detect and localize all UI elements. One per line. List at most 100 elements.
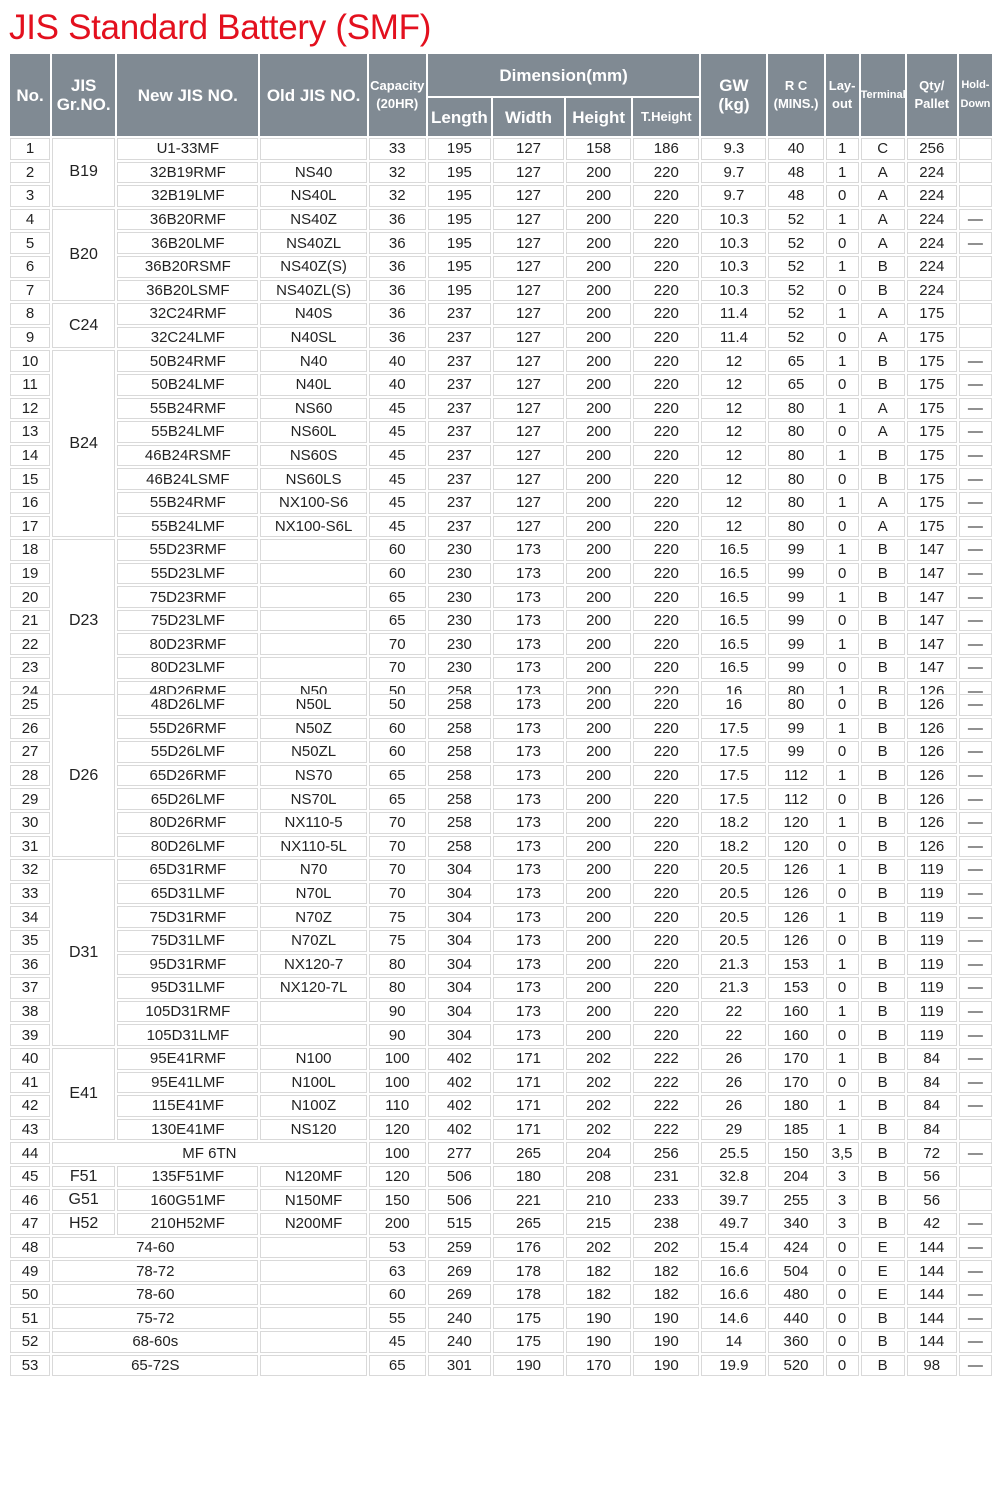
col-old-jis: Old JIS NO. xyxy=(260,54,367,136)
cell-qty: 56 xyxy=(906,1189,957,1212)
cell-terminal: B xyxy=(860,1142,905,1164)
cell-rc: 52 xyxy=(768,303,824,325)
cell-width: 171 xyxy=(492,1071,565,1094)
cell-height: 190 xyxy=(566,1331,632,1353)
cell-qty: 147 xyxy=(906,657,957,679)
cell-gw: 12 xyxy=(701,421,767,443)
table-row: 35 75D31LMF N70ZL 75 304 173 200 220 20.5 126 0 B 11… xyxy=(10,929,992,952)
cell-layout: 1 xyxy=(825,1000,859,1023)
cell-capacity: 60 xyxy=(368,539,426,561)
cell-height: 202 xyxy=(566,1095,632,1117)
cell-new-jis: 130E41MF xyxy=(117,1118,259,1141)
cell-new-jis: 55D23RMF xyxy=(117,539,259,561)
table-row: 44 MF 6TN 100 277 265 204 256 25.5 150 3,5 B 72— xyxy=(10,1142,992,1164)
cell-height: 200 xyxy=(566,397,632,420)
cell-height: 200 xyxy=(566,764,632,787)
cell-layout: 0 xyxy=(825,1331,859,1353)
cell-gw: 26 xyxy=(701,1095,767,1117)
cell-gw: 16.5 xyxy=(701,539,767,561)
cell-qty: 119 xyxy=(906,977,957,999)
cell-height: 200 xyxy=(566,657,632,679)
cell-old-jis: NS40 xyxy=(260,161,367,184)
cell-no: 15 xyxy=(10,468,51,490)
cell-no: 37 xyxy=(10,977,51,999)
cell-layout: 0 xyxy=(825,1260,859,1282)
cell-hold-down: — xyxy=(958,1331,992,1353)
cell-hold-down: — xyxy=(958,232,992,254)
cell-qty: 175 xyxy=(906,421,957,443)
cell-layout: 0 xyxy=(825,609,859,632)
cell-terminal: B xyxy=(860,609,905,632)
table-row: 49 78-72 63 269 178 182 182 16.6 504 0 E 144— xyxy=(10,1260,992,1282)
cell-capacity: 120 xyxy=(368,1165,426,1188)
table-row: 14 46B24RSMF NS60S 45 237 127 200 220 12 80 1 B 175— xyxy=(10,444,992,467)
cell-height: 200 xyxy=(566,255,632,278)
cell-terminal: B xyxy=(860,1118,905,1141)
cell-gw: 26 xyxy=(701,1071,767,1094)
cell-qty: 224 xyxy=(906,255,957,278)
cell-width: 175 xyxy=(492,1307,565,1330)
cell-no: 46 xyxy=(10,1189,51,1212)
cell-height: 202 xyxy=(566,1118,632,1141)
col-rc: R C (MINS.) xyxy=(768,54,824,136)
cell-rc: 160 xyxy=(768,1000,824,1023)
cell-width: 178 xyxy=(492,1260,565,1282)
cell-jis-group: B20 xyxy=(52,208,116,302)
cell-qty: 119 xyxy=(906,953,957,976)
cell-height: 202 xyxy=(566,1047,632,1070)
cell-terminal: B xyxy=(860,977,905,999)
cell-length: 304 xyxy=(427,953,491,976)
cell-no: 17 xyxy=(10,515,51,538)
table-row: 11 50B24LMF N40L 40 237 127 200 220 12 65 0 B 175— xyxy=(10,373,992,396)
cell-length: 258 xyxy=(427,764,491,787)
cell-width: 171 xyxy=(492,1047,565,1070)
cell-height: 190 xyxy=(566,1307,632,1330)
cell-rc: 204 xyxy=(768,1165,824,1188)
table-row: 42 115E41MF N100Z 110 402 171 202 222 26 180 1 B 84— xyxy=(10,1095,992,1117)
cell-hold-down: — xyxy=(958,586,992,608)
cell-no: 51 xyxy=(10,1307,51,1330)
cell-no: 2 xyxy=(10,161,51,184)
cell-height: 200 xyxy=(566,788,632,810)
cell-length: 304 xyxy=(427,859,491,881)
cell-gw: 14.6 xyxy=(701,1307,767,1330)
cell-new-jis: 80D26LMF xyxy=(117,835,259,858)
cell-terminal: B xyxy=(860,444,905,467)
cell-terminal: B xyxy=(860,741,905,763)
cell-rc: 80 xyxy=(768,515,824,538)
cell-width: 265 xyxy=(492,1142,565,1164)
cell-gw: 16.5 xyxy=(701,562,767,585)
cell-terminal: B xyxy=(860,811,905,834)
cell-length: 195 xyxy=(427,185,491,207)
table-row: 22 80D23RMF 70 230 173 200 220 16.5 99 1 B 147— xyxy=(10,633,992,656)
cell-t-height: 220 xyxy=(633,929,700,952)
cell-qty: 175 xyxy=(906,397,957,420)
cell-hold-down: — xyxy=(958,208,992,231)
cell-terminal: B xyxy=(860,1165,905,1188)
cell-capacity: 45 xyxy=(368,444,426,467)
cell-qty: 175 xyxy=(906,350,957,372)
cell-terminal: A xyxy=(860,421,905,443)
table-row: 23 80D23LMF 70 230 173 200 220 16.5 99 0 B 147— xyxy=(10,657,992,679)
cell-capacity: 70 xyxy=(368,633,426,656)
cell-length: 258 xyxy=(427,811,491,834)
col-jis-group: JIS Gr.NO. xyxy=(52,54,116,136)
cell-rc: 160 xyxy=(768,1024,824,1046)
cell-terminal: B xyxy=(860,279,905,302)
cell-hold-down: — xyxy=(958,1307,992,1330)
col-length: Length xyxy=(427,98,491,136)
cell-old-jis xyxy=(260,586,367,608)
cell-t-height: 220 xyxy=(633,468,700,490)
cell-old-jis: N70L xyxy=(260,882,367,905)
cell-new-jis: 36B20LMF xyxy=(117,232,259,254)
cell-no: 13 xyxy=(10,421,51,443)
cell-new-jis: 95D31RMF xyxy=(117,953,259,976)
cell-no: 25 xyxy=(10,694,51,716)
cell-length: 277 xyxy=(427,1142,491,1164)
cell-rc: 126 xyxy=(768,859,824,881)
cell-t-height: 220 xyxy=(633,859,700,881)
cell-width: 175 xyxy=(492,1331,565,1353)
cell-rc: 180 xyxy=(768,1095,824,1117)
table-row: 31 80D26LMF NX110-5L 70 258 173 200 220 18.2 120 0… xyxy=(10,835,992,858)
cell-rc: 80 xyxy=(768,397,824,420)
